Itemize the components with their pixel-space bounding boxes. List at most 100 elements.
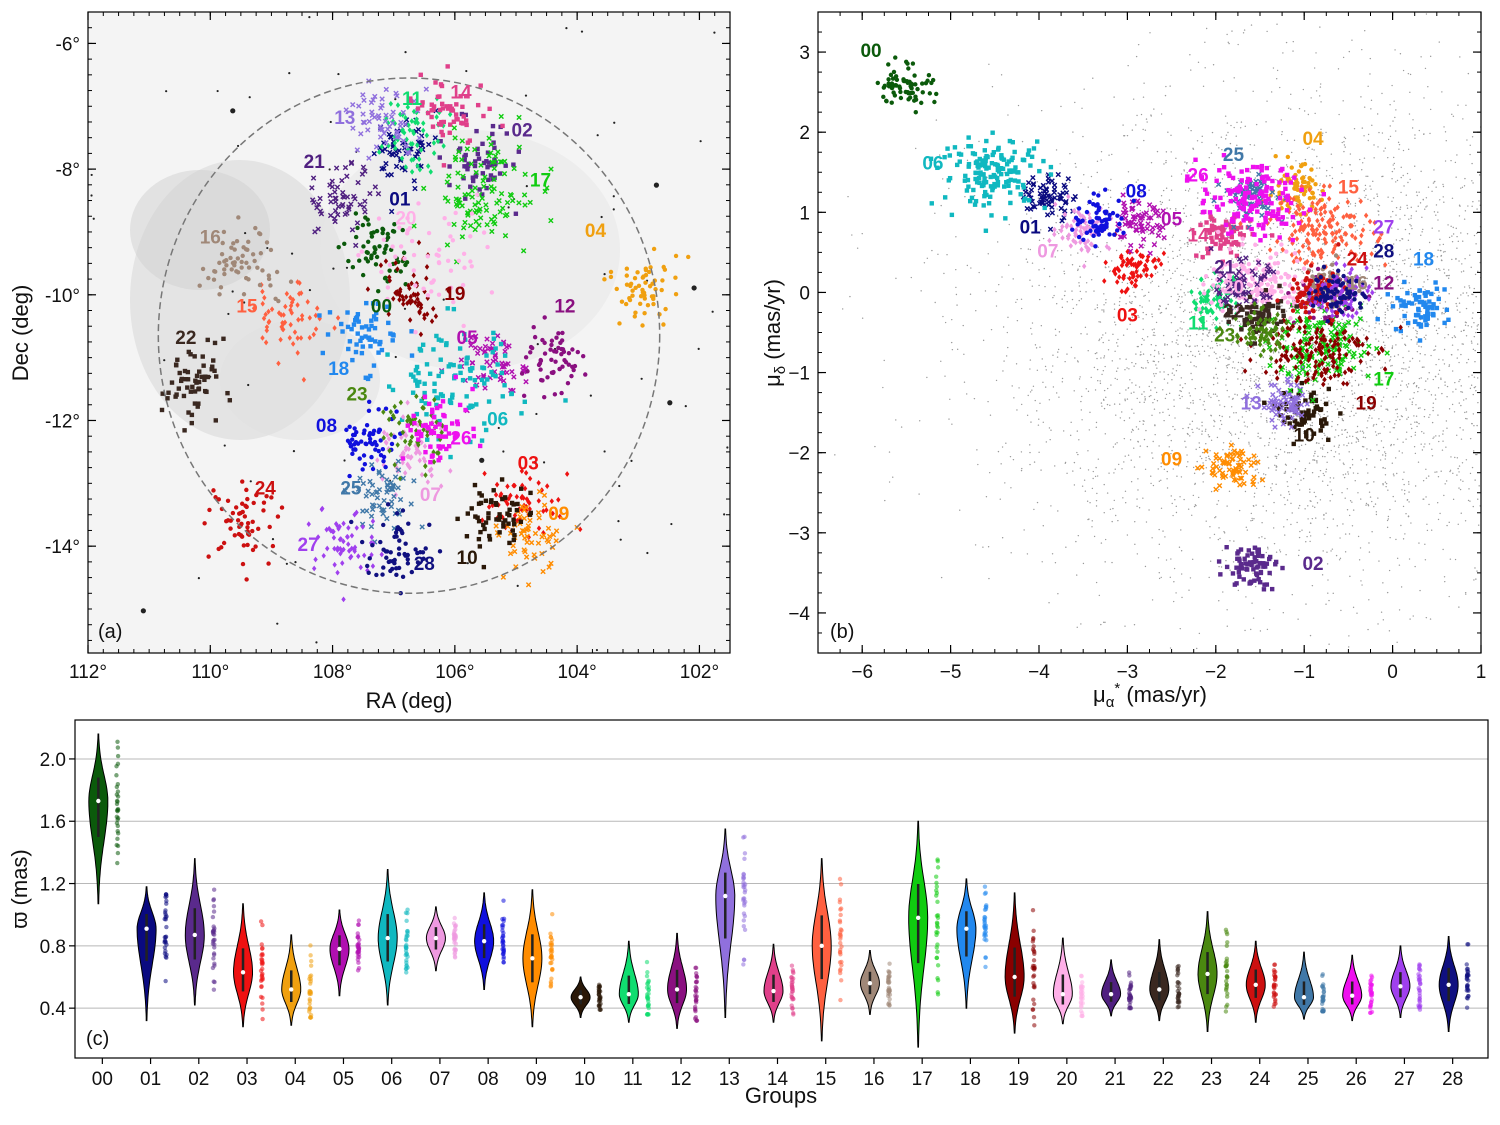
field-star — [1215, 331, 1217, 333]
field-star — [1368, 491, 1371, 493]
field-star — [1343, 444, 1345, 446]
field-star — [1108, 339, 1110, 342]
group-11-pm-label: 11 — [1188, 314, 1209, 335]
field-star — [1473, 234, 1476, 237]
field-star — [1363, 255, 1366, 257]
field-star — [1133, 466, 1136, 468]
field-star — [1216, 436, 1219, 439]
field-star — [1384, 455, 1387, 457]
field-star — [1173, 287, 1176, 289]
field-star — [940, 204, 942, 207]
field-star — [1388, 569, 1391, 572]
field-star — [1442, 433, 1444, 435]
field-star — [1237, 344, 1240, 346]
field-star — [1475, 578, 1477, 580]
field-star — [1056, 356, 1059, 358]
field-star — [1231, 398, 1234, 400]
field-star — [1368, 542, 1370, 544]
field-star — [1442, 430, 1444, 432]
panel-b-xtick-label: −5 — [940, 662, 962, 683]
field-star — [1431, 455, 1434, 457]
field-star — [1412, 119, 1414, 121]
field-star — [1176, 300, 1178, 303]
field-star — [1485, 319, 1486, 320]
field-star — [1168, 269, 1171, 271]
field-star — [1432, 437, 1434, 440]
field-star — [1283, 526, 1285, 528]
field-star — [1408, 113, 1411, 115]
field-star — [1410, 263, 1412, 265]
field-star — [1466, 233, 1469, 235]
field-star — [1184, 189, 1187, 192]
field-star — [1464, 411, 1466, 414]
field-star — [1411, 227, 1413, 230]
field-star — [1277, 383, 1279, 385]
field-star — [1319, 26, 1321, 28]
field-star — [1196, 298, 1199, 300]
field-star — [1340, 226, 1343, 228]
field-star — [1270, 228, 1272, 230]
field-star — [1409, 398, 1411, 400]
field-star — [1180, 476, 1183, 478]
field-star — [1166, 344, 1169, 346]
field-star — [1399, 239, 1401, 242]
field-star — [1222, 449, 1224, 451]
field-star — [1182, 207, 1185, 210]
field-star — [1299, 216, 1302, 219]
field-star — [1483, 521, 1484, 522]
field-star — [1309, 634, 1312, 637]
field-star — [1446, 427, 1448, 429]
field-star — [1395, 214, 1397, 216]
field-star — [1415, 191, 1418, 193]
field-star — [1375, 242, 1377, 244]
field-star — [1416, 332, 1418, 335]
field-star — [1265, 252, 1268, 255]
field-star — [1460, 512, 1462, 514]
field-star — [1012, 458, 1015, 461]
field-star — [1206, 334, 1208, 336]
field-star — [882, 386, 884, 389]
field-star — [1214, 393, 1217, 395]
field-star — [874, 445, 876, 448]
field-star — [1461, 186, 1464, 189]
field-star — [1374, 405, 1376, 408]
field-star — [1327, 415, 1329, 417]
field-star — [1214, 420, 1216, 423]
field-star — [1491, 286, 1492, 287]
field-star — [1166, 382, 1169, 384]
field-star — [1027, 394, 1029, 397]
field-star — [1294, 248, 1296, 250]
field-star — [1315, 352, 1318, 354]
field-star — [1114, 468, 1116, 470]
field-star — [1237, 369, 1239, 371]
field-star — [1315, 394, 1317, 397]
field-star — [1442, 183, 1444, 186]
field-star — [1202, 316, 1205, 318]
field-star — [1250, 387, 1253, 390]
field-star — [1180, 274, 1182, 276]
field-star — [1402, 309, 1404, 312]
field-star — [1477, 524, 1480, 526]
field-star — [1452, 472, 1454, 475]
field-star — [1020, 469, 1023, 472]
field-star — [1134, 296, 1137, 298]
field-star — [1175, 511, 1178, 514]
field-star — [1071, 290, 1073, 292]
field-star — [1127, 454, 1130, 456]
field-star — [1094, 308, 1096, 311]
field-star — [1057, 510, 1059, 512]
field-star — [1349, 500, 1352, 502]
group-08-pm-label: 08 — [1126, 181, 1147, 202]
panel-b-background — [818, 12, 1481, 653]
field-star — [1096, 255, 1098, 258]
field-star — [1196, 460, 1198, 463]
field-star — [1113, 403, 1116, 405]
panel-b-xtick-label: −4 — [1028, 662, 1050, 683]
panel-b-ytick-label: −1 — [788, 364, 810, 385]
field-star — [1399, 206, 1402, 208]
group-28-sky-points — [349, 502, 443, 596]
field-star — [1199, 455, 1201, 458]
field-star — [1153, 375, 1156, 377]
field-star — [1326, 551, 1328, 553]
field-star — [1223, 405, 1226, 408]
